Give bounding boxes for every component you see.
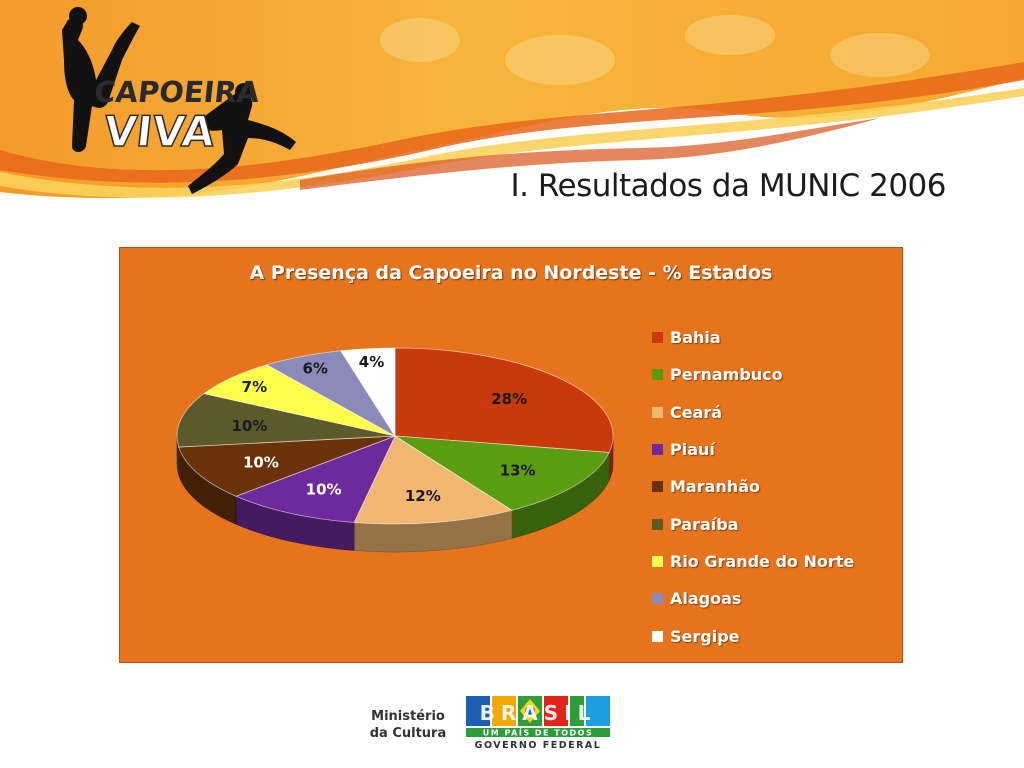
footer: Ministério da Cultura BRASIL UM PAÍS DE … xyxy=(360,690,660,754)
legend-swatch xyxy=(652,630,663,642)
pie-chart: 28% 13% 12% 10% 10% 10% 7% 6% 4% xyxy=(176,347,614,553)
ministerio-line1: Ministério xyxy=(371,709,445,724)
logo-line1: CAPOEIRA xyxy=(93,75,262,109)
ministerio-line2: da Cultura xyxy=(369,726,447,741)
logo-line2: VIVA xyxy=(102,107,218,156)
legend-label: Ceará xyxy=(670,402,723,422)
pie-slice-sergipe xyxy=(340,347,396,438)
pie-slice-piauí xyxy=(235,435,396,523)
legend-item-rio-grande-do-norte: Rio Grande do Norte xyxy=(652,543,854,580)
data-label-ceará: 12% xyxy=(405,487,441,505)
legend-item-ceará: Ceará xyxy=(652,394,854,431)
pie-slice-maranhão xyxy=(178,435,396,497)
data-label-rio-grande-do-norte: 7% xyxy=(242,378,267,396)
legend-swatch xyxy=(652,332,663,344)
legend-label: Piauí xyxy=(670,440,715,460)
chart-title: A Presença da Capoeira no Nordeste - % E… xyxy=(249,262,773,284)
ministerio-da-cultura: Ministério da Cultura xyxy=(360,708,456,742)
legend-swatch xyxy=(652,593,663,605)
governo-federal: GOVERNO FEDERAL xyxy=(475,740,602,751)
header-banner: CAPOEIRA VIVA xyxy=(0,0,1024,199)
pie-slices xyxy=(176,347,614,525)
legend-item-paraíba: Paraíba xyxy=(652,505,854,542)
legend-label: Pernambuco xyxy=(670,365,783,385)
legend-item-sergipe: Sergipe xyxy=(652,617,854,654)
brasil-tagline: UM PAÍS DE TODOS xyxy=(483,727,593,738)
legend-item-bahia: Bahia xyxy=(652,319,854,356)
legend-label: Sergipe xyxy=(670,626,740,646)
chart-legend: Bahia Pernambuco Ceará Piauí Maranhão Paraíba… xyxy=(652,319,854,655)
data-label-maranhão: 10% xyxy=(243,454,279,472)
pie-data-labels: 28% 13% 12% 10% 10% 10% 7% 6% 4% xyxy=(231,353,535,505)
pie-side-walls xyxy=(176,435,614,553)
data-label-sergipe: 4% xyxy=(359,353,384,371)
capoeira-viva-logo: CAPOEIRA VIVA xyxy=(62,7,296,194)
legend-swatch xyxy=(652,518,663,530)
legend-label: Alagoas xyxy=(670,589,742,609)
legend-swatch xyxy=(652,481,663,493)
brasil-word: BRASIL xyxy=(480,701,597,725)
legend-item-piauí: Piauí xyxy=(652,431,854,468)
legend-swatch xyxy=(652,555,663,567)
brasil-logo: BRASIL UM PAÍS DE TODOS GOVERNO FEDERAL xyxy=(466,696,610,751)
legend-label: Rio Grande do Norte xyxy=(670,551,855,571)
legend-swatch xyxy=(652,369,663,381)
legend-swatch xyxy=(652,406,663,418)
legend-label: Maranhão xyxy=(670,477,760,497)
legend-item-alagoas: Alagoas xyxy=(652,580,854,617)
legend-label: Bahia xyxy=(670,328,721,348)
data-label-pernambuco: 13% xyxy=(500,462,536,480)
legend-label: Paraíba xyxy=(670,514,739,534)
pie-slice-paraíba xyxy=(176,393,396,448)
data-label-alagoas: 6% xyxy=(302,360,327,378)
slide-title: I. Resultados da MUNIC 2006 xyxy=(510,168,947,204)
data-label-piauí: 10% xyxy=(306,480,342,498)
pie-slice-pernambuco xyxy=(394,435,610,511)
pie-slice-bahia xyxy=(394,347,614,453)
legend-swatch xyxy=(652,444,663,456)
data-label-bahia: 28% xyxy=(491,390,527,408)
legend-item-pernambuco: Pernambuco xyxy=(652,356,854,393)
chart-container: A Presença da Capoeira no Nordeste - % E… xyxy=(119,247,903,663)
legend-item-maranhão: Maranhão xyxy=(652,468,854,505)
data-label-paraíba: 10% xyxy=(231,417,267,435)
pie-slice-ceará xyxy=(353,435,513,525)
